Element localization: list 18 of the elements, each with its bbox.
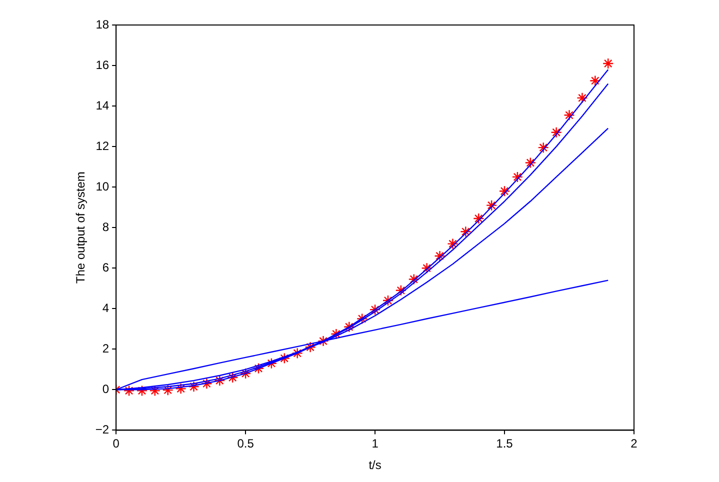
y-tick-label: 18: [96, 17, 110, 32]
x-tick-label: 0: [112, 436, 120, 451]
y-axis-title: The output of system: [74, 172, 88, 284]
x-tick-label: 1.5: [496, 436, 514, 451]
x-tick-label: 1: [372, 436, 379, 451]
y-tick-label: 8: [102, 220, 110, 234]
y-tick-label: 10: [96, 179, 110, 194]
x-tick-label: 2: [630, 436, 638, 451]
y-tick-label: 16: [96, 58, 110, 72]
y-tick-label: 14: [96, 98, 110, 112]
y-tick-label: 4: [102, 300, 110, 315]
y-tick-label: 0: [102, 382, 110, 396]
x-axis-title: t/s: [368, 458, 382, 472]
y-tick-label: −2: [95, 422, 110, 437]
x-tick-label: 0.5: [237, 436, 254, 451]
y-tick-label: 6: [102, 260, 110, 274]
y-tick-label: 12: [96, 138, 110, 153]
y-tick-label: 2: [102, 341, 110, 356]
